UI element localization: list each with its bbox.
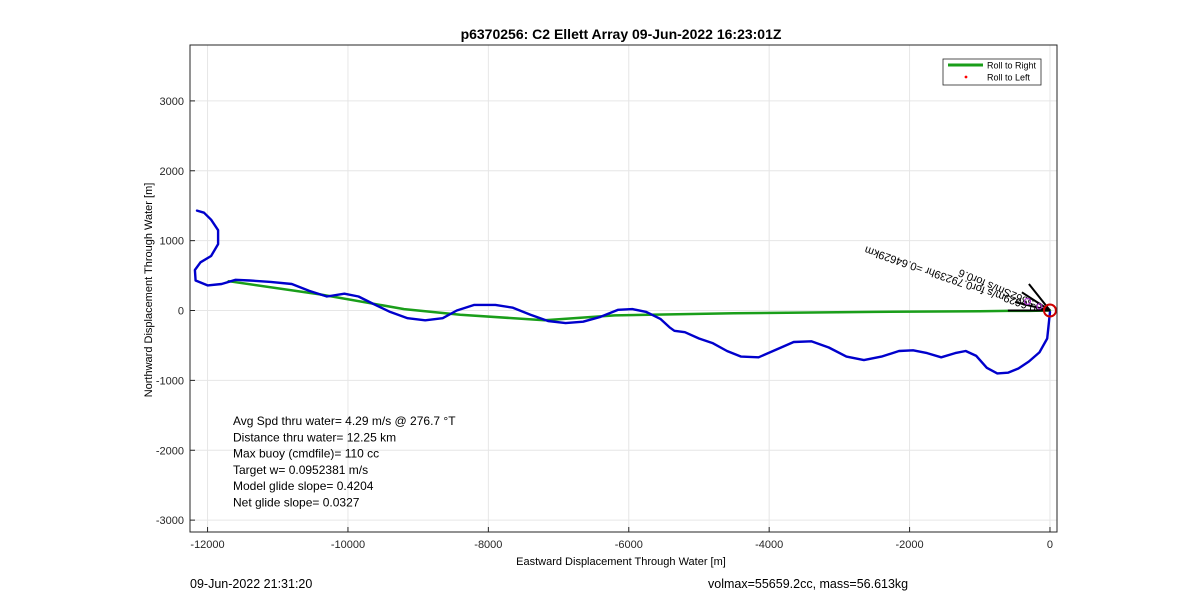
x-tick-label: -4000: [755, 539, 783, 551]
x-tick-label: -12000: [190, 539, 224, 551]
waypoint-marker: [1036, 303, 1043, 310]
legend: Roll to Right Roll to Left: [942, 58, 1042, 86]
x-axis-label: Eastward Displacement Through Water [m]: [516, 556, 726, 568]
waypoint-marker: [1023, 297, 1032, 306]
y-tick-label: 2000: [160, 166, 184, 178]
footer-volume-mass: volmax=55659.2cc, mass=56.613kg: [708, 577, 909, 591]
info-line: Target w= 0.0952381 m/s: [233, 463, 368, 477]
y-tick-label: -2000: [156, 445, 184, 457]
y-tick-label: 3000: [160, 96, 184, 108]
x-tick-label: -6000: [615, 539, 643, 551]
origin-marker: [1042, 303, 1057, 318]
info-line: Avg Spd thru water= 4.29 m/s @ 276.7 °T: [233, 414, 456, 428]
axes-box: [189, 44, 1058, 533]
y-tick-label: 1000: [160, 236, 184, 248]
info-line: Net glide slope= 0.0327: [233, 496, 360, 510]
x-tick-label: -2000: [896, 539, 924, 551]
x-tick-label: 0: [1047, 539, 1053, 551]
x-tick-label: -8000: [474, 539, 502, 551]
chart-title: p6370256: C2 Ellett Array 09-Jun-2022 16…: [461, 26, 782, 42]
legend-label-roll-left: Roll to Left: [987, 73, 1031, 83]
y-tick-label: -3000: [156, 515, 184, 527]
glider-track-line: [193, 209, 1052, 375]
legend-marker-roll-left: [964, 75, 968, 79]
x-tick-label: -10000: [331, 539, 365, 551]
info-line: Distance thru water= 12.25 km: [233, 430, 396, 444]
footer-datetime: 09-Jun-2022 21:31:20: [190, 577, 313, 591]
y-tick-label: -1000: [156, 375, 184, 387]
plot-area: [190, 45, 1057, 532]
info-line: Model glide slope= 0.4204: [233, 479, 374, 493]
legend-label-roll-right: Roll to Right: [987, 61, 1037, 71]
legend-box: [942, 58, 1042, 86]
info-line: Max buoy (cmdfile)= 110 cc: [233, 447, 379, 461]
y-tick-label: 0: [178, 306, 184, 318]
y-axis-label: Northward Displacement Through Water [m]: [143, 183, 155, 398]
